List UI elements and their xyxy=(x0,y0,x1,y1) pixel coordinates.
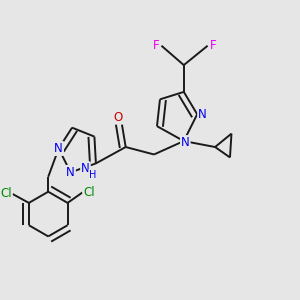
Text: Cl: Cl xyxy=(83,186,95,199)
Text: N: N xyxy=(66,166,75,179)
Text: H: H xyxy=(89,170,97,180)
Text: N: N xyxy=(54,142,63,155)
Text: N: N xyxy=(198,108,207,121)
Text: O: O xyxy=(113,111,122,124)
Text: F: F xyxy=(153,39,159,52)
Text: N: N xyxy=(81,162,90,175)
Text: F: F xyxy=(210,39,216,52)
Text: Cl: Cl xyxy=(0,188,12,200)
Text: N: N xyxy=(181,136,190,149)
